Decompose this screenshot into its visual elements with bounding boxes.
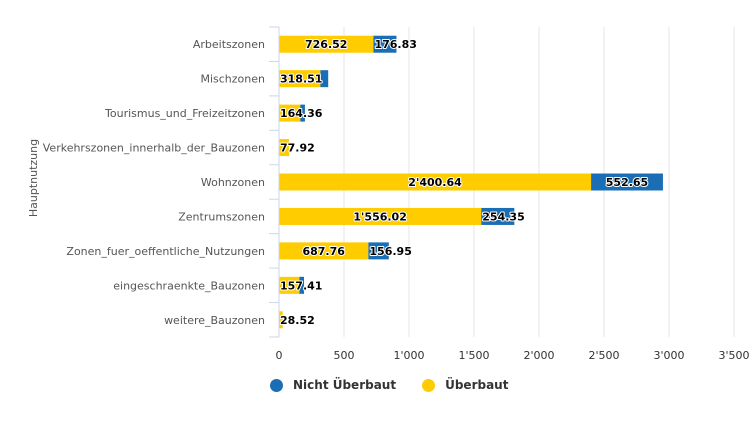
bar-segment-nicht-ueberbaut[interactable] xyxy=(300,104,305,122)
bar-segment-nicht-ueberbaut[interactable] xyxy=(299,276,305,294)
bar-label: 164.36 xyxy=(280,107,323,120)
category-label: eingeschraenkte_Bauzonen xyxy=(113,279,265,292)
bar-segment-nicht-ueberbaut[interactable] xyxy=(373,35,397,53)
bar-segment-ueberbaut[interactable] xyxy=(279,70,321,88)
bar-segment-ueberbaut[interactable] xyxy=(279,173,592,191)
axes xyxy=(269,26,280,338)
bar-label: 552.65 xyxy=(606,176,648,189)
x-tick-label: 3'000 xyxy=(653,349,684,362)
bar-label: 318.51 xyxy=(280,73,322,86)
legend-label: Nicht Überbaut xyxy=(293,378,397,392)
x-tick-label: 500 xyxy=(334,349,355,362)
category-label: Zentrumszonen xyxy=(178,210,265,223)
legend-item-ueberbaut[interactable]: Überbaut xyxy=(422,378,508,392)
bar-label: 2'400.64 xyxy=(408,176,462,189)
category-label: weitere_Bauzonen xyxy=(164,314,265,327)
bar-label: 726.52 xyxy=(305,38,347,51)
x-tick-label: 1'500 xyxy=(458,349,489,362)
bar-segment-nicht-ueberbaut[interactable] xyxy=(481,207,515,225)
bar-segment-ueberbaut[interactable] xyxy=(279,104,301,122)
bar-segment-nicht-ueberbaut[interactable] xyxy=(368,242,389,260)
bar-segment-nicht-ueberbaut[interactable] xyxy=(591,173,663,191)
y-axis-title: Hauptnutzung xyxy=(27,139,40,217)
bar-segment-ueberbaut[interactable] xyxy=(279,35,374,53)
category-label: Verkehrszonen_innerhalb_der_Bauzonen xyxy=(43,142,265,155)
category-label: Mischzonen xyxy=(200,73,265,86)
legend: Nicht Überbaut Überbaut xyxy=(270,378,508,392)
bars xyxy=(279,35,663,329)
bar-label: 176.83 xyxy=(374,38,416,51)
bar-label: 1'556.02 xyxy=(353,210,406,223)
category-label: Arbeitszonen xyxy=(193,38,265,51)
legend-marker-ueberbaut xyxy=(422,378,436,392)
category-label: Wohnzonen xyxy=(201,176,265,189)
bar-segment-ueberbaut[interactable] xyxy=(279,139,290,157)
bar-segment-ueberbaut[interactable] xyxy=(279,276,300,294)
bar-labels: 726.52 176.83 318.51 164.36 77.92 2'400.64 552… xyxy=(279,37,649,328)
bar-label: 254.35 xyxy=(482,210,524,223)
category-label: Tourismus_und_Freizeitzonen xyxy=(104,107,265,120)
bar-label: 687.76 xyxy=(302,245,345,258)
x-tick-label: 3'500 xyxy=(718,349,749,362)
x-tick-label: 0 xyxy=(276,349,283,362)
bar-segment-ueberbaut[interactable] xyxy=(279,207,482,225)
bar-segment-ueberbaut[interactable] xyxy=(279,242,369,260)
legend-item-nicht-ueberbaut[interactable]: Nicht Überbaut xyxy=(270,378,396,392)
bar-segment-ueberbaut[interactable] xyxy=(279,311,283,329)
bar-label: 157.41 xyxy=(280,279,322,292)
bar-label: 77.92 xyxy=(280,142,315,155)
bar-segment-nicht-ueberbaut[interactable] xyxy=(320,70,329,88)
x-tick-label: 2'500 xyxy=(588,349,619,362)
stacked-bar-chart: Arbeitszonen Mischzonen Tourismus_und_Frei… xyxy=(27,26,750,362)
bar-label: 156.95 xyxy=(369,245,411,258)
x-tick-label: 1'000 xyxy=(393,349,424,362)
category-labels: Arbeitszonen Mischzonen Tourismus_und_Frei… xyxy=(43,38,265,327)
legend-marker-nicht-ueberbaut xyxy=(270,378,283,392)
category-label: Zonen_fuer_oeffentliche_Nutzungen xyxy=(66,245,265,258)
x-tick-label: 2'000 xyxy=(523,349,554,362)
legend-label: Überbaut xyxy=(445,378,509,392)
x-tick-labels: 0 500 1'000 1'500 2'000 2'500 3'000 3'500 xyxy=(276,349,750,362)
bar-label: 28.52 xyxy=(280,314,315,327)
